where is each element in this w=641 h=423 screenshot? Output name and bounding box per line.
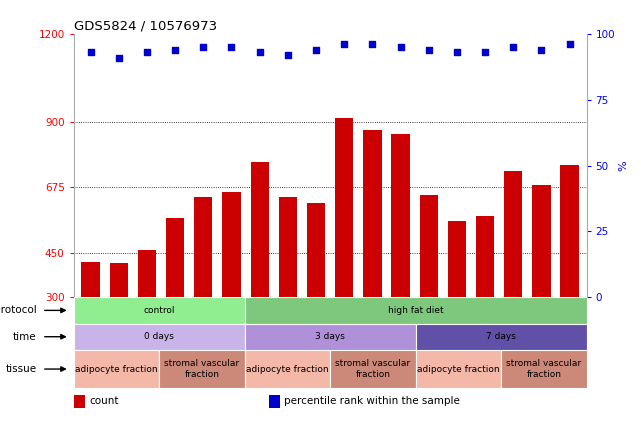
Bar <box>363 130 381 385</box>
Point <box>85 49 96 56</box>
Bar <box>504 171 522 385</box>
Bar <box>476 216 494 385</box>
Text: time: time <box>13 332 37 342</box>
Bar <box>222 192 240 385</box>
Bar <box>279 197 297 385</box>
Bar <box>501 350 587 388</box>
Bar <box>560 165 579 385</box>
Text: percentile rank within the sample: percentile rank within the sample <box>284 396 460 407</box>
Text: tissue: tissue <box>6 364 37 374</box>
Text: 7 days: 7 days <box>486 332 516 341</box>
Point <box>113 54 124 61</box>
Point <box>254 49 265 56</box>
Point <box>424 46 434 53</box>
Y-axis label: %: % <box>618 160 628 171</box>
Point <box>480 49 490 56</box>
Bar <box>194 197 212 385</box>
Point <box>565 41 575 48</box>
Bar <box>74 297 245 324</box>
Text: protocol: protocol <box>0 305 37 316</box>
Bar <box>138 250 156 385</box>
Bar <box>335 118 353 385</box>
Text: count: count <box>89 396 119 407</box>
Point <box>142 49 152 56</box>
Bar <box>110 263 128 385</box>
Text: 0 days: 0 days <box>144 332 174 341</box>
Point <box>283 52 293 58</box>
Bar <box>245 297 587 324</box>
Bar <box>307 203 325 385</box>
Text: high fat diet: high fat diet <box>388 306 444 315</box>
Point <box>537 46 547 53</box>
Bar <box>251 162 269 385</box>
Point <box>198 44 208 50</box>
Point <box>339 41 349 48</box>
Bar <box>330 350 415 388</box>
Bar <box>420 195 438 385</box>
Text: 3 days: 3 days <box>315 332 345 341</box>
Text: adipocyte fraction: adipocyte fraction <box>246 365 329 374</box>
Bar <box>269 395 280 408</box>
Point <box>170 46 180 53</box>
Bar <box>245 324 415 350</box>
Bar <box>415 350 501 388</box>
Bar <box>392 134 410 385</box>
Text: GDS5824 / 10576973: GDS5824 / 10576973 <box>74 20 217 33</box>
Bar <box>74 395 85 408</box>
Point <box>311 46 321 53</box>
Point <box>367 41 378 48</box>
Bar <box>532 185 551 385</box>
Bar <box>74 324 245 350</box>
Text: stromal vascular
fraction: stromal vascular fraction <box>506 360 581 379</box>
Bar <box>81 262 100 385</box>
Text: stromal vascular
fraction: stromal vascular fraction <box>335 360 410 379</box>
Text: adipocyte fraction: adipocyte fraction <box>75 365 158 374</box>
Bar <box>74 350 159 388</box>
Bar <box>159 350 245 388</box>
Point <box>452 49 462 56</box>
Point <box>226 44 237 50</box>
Point <box>395 44 406 50</box>
Bar <box>166 217 185 385</box>
Bar <box>245 350 330 388</box>
Text: adipocyte fraction: adipocyte fraction <box>417 365 499 374</box>
Text: control: control <box>144 306 175 315</box>
Point <box>508 44 519 50</box>
Bar <box>415 324 587 350</box>
Bar <box>448 220 466 385</box>
Text: stromal vascular
fraction: stromal vascular fraction <box>164 360 240 379</box>
Bar <box>74 34 587 297</box>
